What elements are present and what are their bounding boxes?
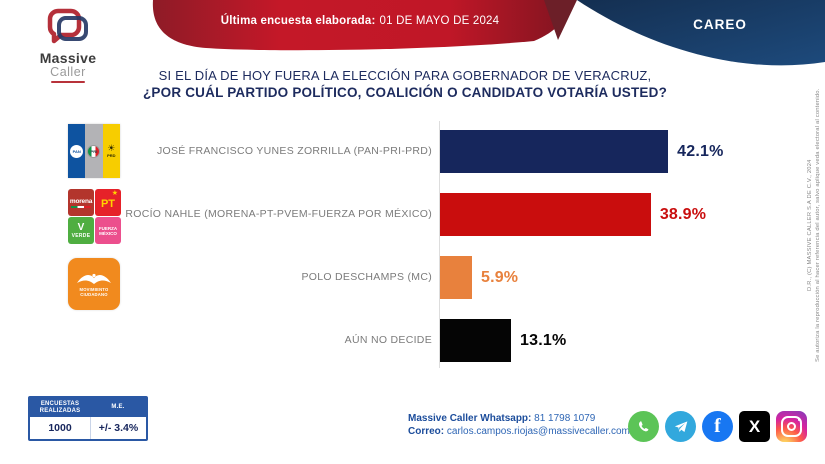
instagram-icon[interactable] (776, 411, 807, 442)
question-title: SI EL DÍA DE HOY FUERA LA ELECCIÓN PARA … (85, 68, 725, 100)
maroon-wedge-shape (544, 0, 577, 40)
last-survey-ribbon: Última encuesta elaborada: 01 DE MAYO DE … (160, 15, 560, 27)
morena-label: morena (69, 197, 93, 205)
verde-tile: V VERDE (68, 217, 94, 244)
morena-coalition-logo: morena ★ PT V VERDE FUERZA MÉXICO (68, 189, 121, 244)
verde-label: VERDE (71, 232, 91, 239)
telegram-icon[interactable] (665, 411, 696, 442)
fuerza-tile: FUERZA MÉXICO (95, 217, 121, 244)
x-twitter-icon[interactable]: X (739, 411, 770, 442)
brand-subname: Caller (50, 65, 86, 79)
email-line: Correo: carlos.campos.riojas@massivecall… (408, 425, 630, 438)
chart-baseline (439, 121, 440, 368)
email-address[interactable]: carlos.campos.riojas@massivecaller.com (444, 426, 630, 437)
value-label: 13.1% (520, 331, 567, 349)
pan-pri-prd-logo: PAN PRI ☀ PRD (68, 124, 120, 178)
margin-error-value: +/- 3.4% (90, 417, 146, 439)
candidate-label: POLO DESCHAMPS (MC) (301, 271, 432, 283)
prd-label: PRD (107, 153, 116, 158)
prd-sun-icon: ☀ (107, 143, 116, 153)
pt-star-icon: ★ (111, 190, 118, 197)
question-line-2: ¿POR CUÁL PARTIDO POLÍTICO, COALICIÓN O … (142, 85, 668, 100)
whatsapp-icon[interactable] (628, 411, 659, 442)
surveys-header: ENCUESTAS REALIZADAS (39, 401, 81, 414)
email-label: Correo: (408, 426, 445, 437)
blue-careo-shape (577, 0, 825, 66)
last-survey-date: 01 DE MAYO DE 2024 (379, 15, 500, 27)
mc-eagle-icon (77, 273, 111, 284)
candidate-label: AÚN NO DECIDE (344, 334, 432, 346)
pri-icon: PRI (87, 144, 101, 158)
chat-bubbles-icon (47, 8, 88, 44)
chart-row-nahle: morena ★ PT V VERDE FUERZA MÉXICO ROCÍO … (0, 187, 825, 244)
last-survey-label: Última encuesta elaborada: (220, 15, 376, 27)
verde-check-icon: V (77, 221, 85, 233)
chart-row-undecided: AÚN NO DECIDE 13.1% (0, 313, 825, 369)
pt-label: PT (100, 198, 116, 210)
bar-deschamps (440, 256, 472, 299)
instagram-frame (781, 416, 802, 437)
instagram-flash-dot (797, 418, 800, 421)
chart-row-deschamps: MOVIMIENTO CIUDADANO POLO DESCHAMPS (MC)… (0, 250, 825, 310)
whatsapp-label: Massive Caller Whatsapp: (408, 413, 532, 424)
legal-sidebar: D.R., (C) MASSIVE CALLER S.A DE C.V., 20… (807, 55, 821, 395)
value-label: 5.9% (480, 268, 519, 286)
prd-stripe: ☀ PRD (102, 124, 120, 178)
pan-stripe: PAN (68, 124, 86, 178)
bar-nahle (440, 193, 651, 236)
pri-stripe: PRI (85, 124, 103, 178)
pt-tile: ★ PT (95, 189, 121, 216)
morena-tile: morena (68, 189, 94, 216)
morena-flag-strip (71, 205, 91, 208)
copyright-text: D.R., (C) MASSIVE CALLER S.A DE C.V., 20… (807, 159, 813, 291)
chart-row-yunes: PAN PRI ☀ PRD JOSÉ FRANCISCO YUNES ZORRI… (0, 124, 825, 180)
mc-label: MOVIMIENTO CIUDADANO (79, 287, 109, 297)
margin-error-header: M.E. (111, 404, 125, 411)
instagram-lens (787, 422, 796, 431)
header-banner-graphics (152, 0, 825, 66)
brand-underline (51, 81, 85, 83)
social-icons: f X (628, 411, 807, 442)
value-label: 38.9% (659, 205, 707, 223)
value-label: 42.1% (677, 142, 724, 160)
x-glyph: X (748, 416, 761, 436)
surveys-value: 1000 (48, 422, 72, 434)
movimiento-ciudadano-logo: MOVIMIENTO CIUDADANO (68, 258, 120, 310)
pan-icon: PAN (70, 144, 84, 158)
candidate-label: ROCÍO NAHLE (MORENA-PT-PVEM-FUERZA POR M… (125, 208, 432, 220)
candidate-label: JOSÉ FRANCISCO YUNES ZORRILLA (PAN-PRI-P… (156, 145, 432, 157)
massive-caller-logo: Massive Caller (20, 8, 116, 83)
contact-info: Massive Caller Whatsapp: 81 1798 1079 Co… (408, 412, 630, 438)
bar-undecided (440, 319, 511, 362)
sample-stats-table: ENCUESTAS REALIZADAS M.E. 1000 +/- 3.4% (28, 396, 148, 441)
whatsapp-number: 81 1798 1079 (531, 413, 596, 424)
bar-yunes (440, 130, 669, 173)
fuerza-label: FUERZA MÉXICO (98, 225, 118, 236)
whatsapp-line: Massive Caller Whatsapp: 81 1798 1079 (408, 412, 630, 425)
red-ribbon-shape (152, 0, 576, 51)
question-line-1: SI EL DÍA DE HOY FUERA LA ELECCIÓN PARA … (158, 68, 652, 83)
brand-name: Massive (39, 50, 97, 66)
facebook-glyph: f (714, 415, 721, 437)
reproduction-notice: Se autoriza la reproducción al hacer ref… (815, 88, 821, 362)
careo-badge: CAREO (693, 17, 747, 32)
facebook-icon[interactable]: f (702, 411, 733, 442)
